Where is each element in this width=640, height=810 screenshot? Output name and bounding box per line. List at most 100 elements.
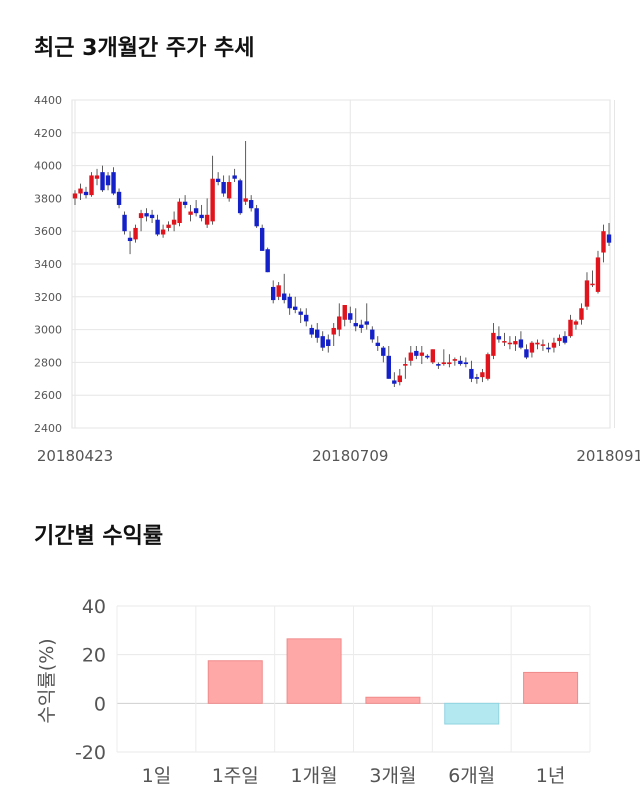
candle-body (474, 377, 480, 379)
candle-body (243, 198, 248, 202)
candle-body (518, 339, 524, 348)
y-tick-label: 2800 (34, 356, 62, 369)
x-tick-label: 20180918 (576, 447, 640, 465)
candle-body (171, 219, 177, 225)
candle-body (562, 336, 568, 343)
candle-body (507, 342, 513, 345)
x-tick-label: 3개월 (369, 765, 416, 787)
candle-body (204, 214, 210, 225)
candlestick-chart: 2400 2600 2800 3000 3200 3400 3600 3800 4000 4200… (34, 94, 640, 465)
candle-body (326, 339, 331, 346)
candle-body (496, 336, 502, 340)
candle-body (281, 293, 287, 301)
candle-body (430, 349, 436, 363)
candle-body (408, 352, 414, 361)
candle-body (276, 285, 281, 297)
candle-body (381, 347, 386, 356)
x-tick-label: 1개월 (291, 765, 338, 787)
candle-body (579, 308, 584, 320)
candle-body (535, 342, 540, 345)
candle-body (601, 231, 606, 253)
bar (444, 702, 500, 725)
candle-body (215, 178, 221, 182)
candle-body (436, 364, 441, 366)
candle-body (491, 332, 496, 356)
y-tick-label: 0 (94, 693, 106, 715)
x-tick-label: 1일 (142, 765, 172, 787)
candle-body (298, 311, 303, 315)
candle-body (309, 327, 314, 335)
candle-body (375, 342, 380, 346)
candle-body (248, 200, 254, 209)
candle-body (502, 341, 507, 343)
candle-body (111, 172, 116, 194)
y-tick-label: 4200 (34, 127, 62, 140)
y-tick-label: 3400 (34, 258, 62, 271)
candle-body (133, 227, 138, 240)
candle-body (127, 237, 133, 242)
candle-body (348, 313, 353, 320)
candle-body (337, 316, 342, 330)
candle-body (293, 306, 298, 310)
candle-body (524, 349, 529, 358)
candle-body (193, 208, 199, 214)
candle-body (237, 180, 243, 214)
candle-body (315, 329, 320, 338)
returns-chart-title: 기간별 수익률 (34, 524, 164, 549)
candle-body (529, 342, 535, 353)
y-tick-label: 4400 (34, 94, 62, 107)
candle-body (419, 352, 425, 356)
candle-body (259, 227, 265, 251)
candle-body (89, 175, 94, 196)
candle-body (568, 319, 573, 337)
candle-body (116, 191, 122, 205)
y-tick-label: 40 (82, 596, 106, 618)
candle-body (414, 350, 419, 356)
candle-body (177, 201, 182, 223)
candle-body (353, 323, 358, 327)
price-chart-title: 최근 3개월간 주가 추세 (34, 36, 255, 61)
y-tick-label: 20 (82, 645, 106, 667)
y-tick-label: 3800 (34, 192, 62, 205)
candle-body (144, 213, 149, 217)
x-tick-label: 20180709 (312, 447, 388, 465)
candle-body (221, 182, 226, 194)
y-tick-label: -20 (75, 742, 106, 764)
bar (286, 638, 342, 704)
candle-body (155, 219, 160, 235)
y-tick-label: 2600 (34, 389, 62, 402)
candle-body (403, 364, 408, 366)
candle-body (551, 342, 557, 348)
candle-body (210, 178, 215, 222)
candle-body (458, 360, 463, 365)
y-axis-title: 수익률(%) (36, 638, 58, 723)
candle-body (149, 214, 155, 219)
y-tick-label: 4000 (34, 160, 62, 173)
candle-body (182, 201, 188, 205)
candle-body (513, 341, 518, 345)
candle-body (100, 172, 105, 191)
bar (523, 671, 579, 704)
candle-body (359, 324, 364, 328)
candle-body (199, 214, 204, 219)
candle-body (397, 375, 403, 383)
x-tick-label: 6개월 (448, 765, 495, 787)
candle-body (166, 224, 171, 228)
y-tick-label: 3600 (34, 225, 62, 238)
candle-body (105, 175, 111, 186)
candle-body (452, 359, 458, 361)
candle-body (557, 337, 562, 342)
candle-body (138, 213, 144, 219)
candle-body (254, 208, 259, 227)
y-tick-label: 2400 (34, 422, 62, 435)
candle-body (469, 368, 474, 379)
y-tick-label: 3000 (34, 324, 62, 337)
candle-body (485, 354, 491, 379)
y-tick-label: 3200 (34, 291, 62, 304)
candle-body (546, 347, 551, 350)
candle-body (94, 175, 100, 179)
candle-body (463, 362, 469, 365)
candle-body (370, 329, 375, 340)
x-tick-label: 20180423 (37, 447, 113, 465)
candle-body (573, 321, 579, 325)
